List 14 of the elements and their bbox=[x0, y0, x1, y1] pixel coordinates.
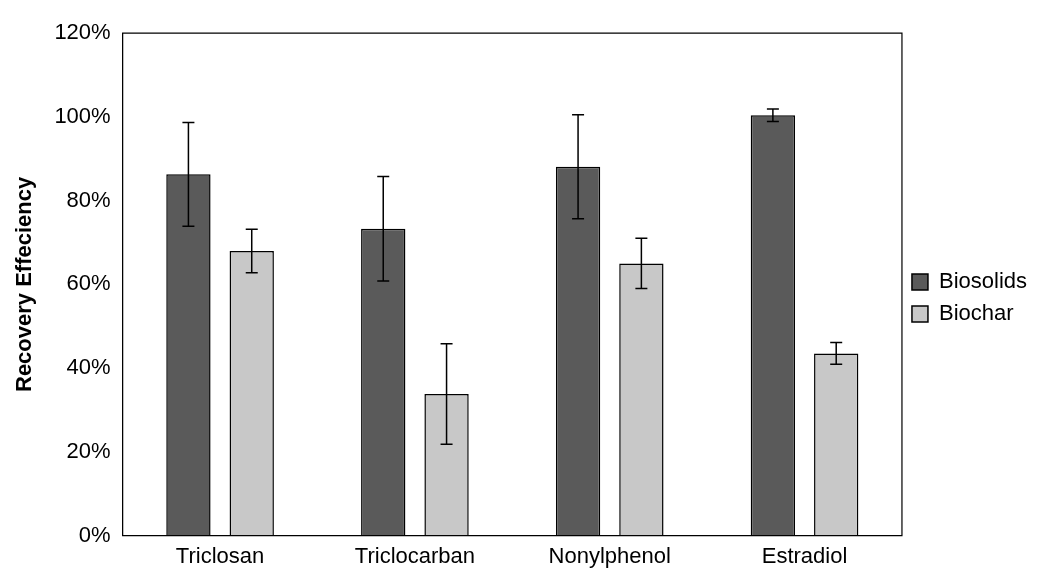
x-tick-label: Triclosan bbox=[175, 542, 265, 568]
legend-label: Biochar bbox=[938, 300, 1014, 326]
y-tick-label: 120% bbox=[54, 19, 111, 45]
y-axis-title: Recovery Effeciency bbox=[11, 176, 37, 393]
y-tick-label: 100% bbox=[54, 103, 111, 128]
y-tick-label: 20% bbox=[66, 437, 111, 463]
x-tick-label: Triclocarban bbox=[354, 542, 476, 568]
x-tick-label: Nonylphenol bbox=[548, 542, 671, 568]
x-tick-label: Estradiol bbox=[761, 542, 848, 568]
legend-label: Biosolids bbox=[938, 268, 1027, 294]
y-tick-label: 0% bbox=[78, 521, 111, 547]
y-tick-label: 40% bbox=[66, 354, 111, 380]
y-tick-label: 60% bbox=[66, 270, 111, 296]
y-tick-label: 80% bbox=[66, 186, 111, 212]
